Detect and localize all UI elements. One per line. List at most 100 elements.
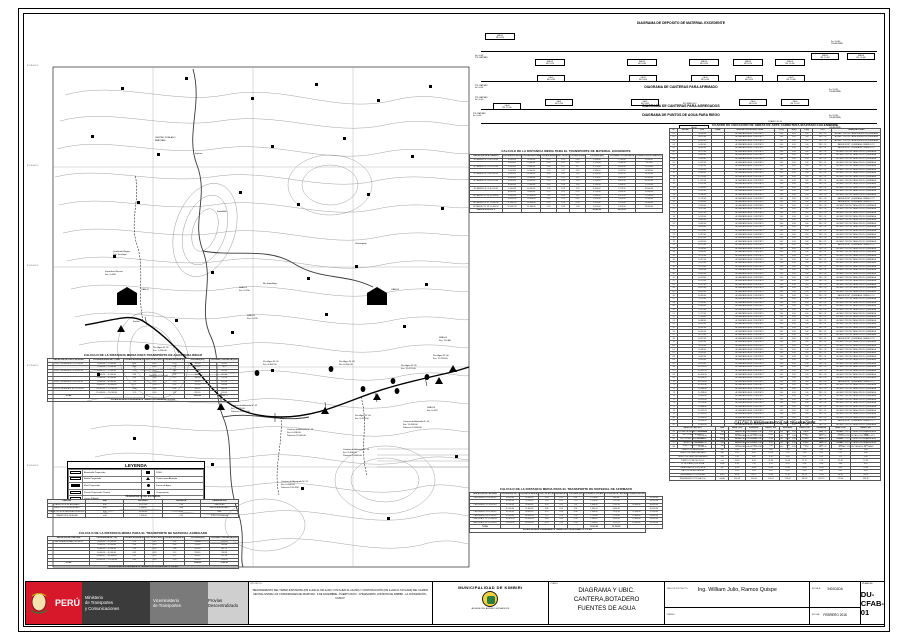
table-note: DISTANCIA MEDIA PONDERADA DE TRANSPORTE … bbox=[47, 564, 239, 570]
legend-table: Alcantarilla Proyectada D.M.E. Baden Pro… bbox=[68, 469, 204, 503]
diagram-dme-axis bbox=[481, 51, 877, 52]
viceministerio-label: Viceministerio de Transportes bbox=[150, 582, 208, 624]
table-rendimientos-grid: BASE DE CALCULO UND Hasta 1 Km Excedente Has… bbox=[668, 426, 881, 481]
diagram-afirmado-node-5[interactable]: CA-06 KM. 12+760 bbox=[493, 103, 521, 111]
table-cell: m3k bbox=[85, 513, 125, 518]
table-footer-row: Suma de Volx Dist. = 58,340.00 58,765.10 bbox=[469, 207, 664, 213]
diagram-dme-node-7[interactable]: DME-08 KM. 12+480 bbox=[847, 53, 875, 61]
map-annotation-6: Pto. Agua N° 03 Km. 8+562.00 bbox=[339, 361, 355, 366]
table-row: 15 2+110.00 ALCANTARILLA DE CONCRETO 3.00 0.… bbox=[668, 181, 881, 187]
diagram-agua-axis bbox=[481, 109, 877, 110]
diagram-afirmado-node-2[interactable]: CA-03 KM. 6+186 bbox=[691, 75, 719, 83]
table-afirmado-distance-grid: UBICACION DE CANTERA PROGRESIVA INI - FIN… bbox=[469, 492, 664, 533]
table-row: RENDIMIENTO POR DIA (8 h) m3/dia 304.48 510… bbox=[668, 476, 881, 481]
table-cell: 510.00 bbox=[744, 476, 763, 481]
diagram-dme-node-1[interactable]: DME-02 KM. 2+120 bbox=[535, 59, 565, 67]
table-row: 63 9+662.00 ALCANTARILLA DE CONCRETO 3.00 0.… bbox=[668, 354, 881, 359]
diagram-dme-node-6[interactable]: DME-07 KM. 11+450 bbox=[811, 53, 839, 61]
table-row: 12+000.00 — 13+580.00 1.15 0.06 1.21 290.00 3… bbox=[46, 390, 239, 395]
table-footer-cell: Suma de Volx Dist. = bbox=[469, 207, 503, 213]
proyecto-cell: PROYECTO: "MEJORAMIENTO DEL TRAMO EXISTE… bbox=[249, 582, 433, 624]
diagram-dme-node-0[interactable]: DME-01 KM. 0+250 bbox=[485, 33, 515, 41]
table-note-row: DISTANCIA MEDIA PONDERADA DE TRANSPORTE … bbox=[47, 397, 239, 403]
diagram-afirmado-axis bbox=[481, 81, 877, 82]
table-row: 71 10+922.00 ALCANTARILLA DE CONCRETO 3.00 0… bbox=[668, 383, 881, 388]
peru-logo: PERÚ bbox=[26, 582, 82, 624]
diagram-afirmado-start: PTE. IRAPITARI Km. 0+000 bbox=[475, 85, 488, 90]
table-agregado-distance: CALCULO DE LA DISTANCIA MEDIA PARA EL TR… bbox=[46, 531, 239, 570]
table-footer-cell: 58,765.10 bbox=[607, 207, 636, 213]
table-transporte-material: TRANSPORTE DE MATERIAL PARTIDA UND METRADO… bbox=[46, 495, 240, 518]
legend: LEYENDA Alcantarilla Proyectada D.M.E. B… bbox=[67, 461, 205, 504]
table-row: 44 6+670.00 ALCANTARILLA DE CONCRETO 3.00 0.… bbox=[668, 286, 881, 291]
diagram-afirmado-node-3[interactable]: CA-04 KM. 9+350 bbox=[735, 75, 763, 83]
table-row: TIEMPO DE CARGUIO min 4.50 4.50 4.50 4.50 3.50… bbox=[668, 440, 881, 445]
diagram-dme-node-5[interactable]: DME-06 KM. 10+180 bbox=[775, 59, 805, 67]
plano-num-caption: PLANO N°: bbox=[862, 583, 874, 585]
diagram-agua-mid: RIO SIMBILLUYO bbox=[683, 103, 697, 105]
table-header-row: N° INICIAL K.M. FINAL DESCRIPCION ESTRUCTURA… bbox=[668, 128, 881, 133]
table-cell: RENDIMIENTO POR DIA (8 h) bbox=[668, 476, 717, 481]
plano-cell: PLANO: DIAGRAMA Y UBIC. CANTERA,BOTADERO… bbox=[549, 582, 666, 624]
legend-label: D.M.E. bbox=[154, 469, 204, 477]
diagram-dme-node-2[interactable]: DME-03 KM. 4+080 bbox=[627, 59, 657, 67]
diagram-agua-node-3[interactable]: PA-04 KM. 11+231 bbox=[781, 99, 809, 107]
peru-label: PERÚ bbox=[54, 598, 80, 608]
legend-row: Baden Proyectado Cantera para Afirmado bbox=[68, 475, 204, 483]
diseno-row: DISEÑO: bbox=[665, 613, 809, 634]
diagram-agregados-axis bbox=[481, 123, 877, 124]
table-footer-cell bbox=[501, 207, 523, 213]
proyecto-text: "MEJORAMIENTO DEL TRAMO EXISTENTE (KM 0+… bbox=[252, 589, 429, 600]
table-rendimientos: CÁLCULO RENDIMIENTOS DE TRANSPORTE BASE … bbox=[668, 421, 881, 481]
table-dme-distance: CALCULO DE LA DISTANCIA MEDIA PARA EL TR… bbox=[469, 149, 664, 213]
table-row: BOTADERO N° 07 11+450.00 11+000.00 12+000.… bbox=[469, 200, 664, 206]
diagram-dme-node-3[interactable]: DME-04 KM. 6+320 bbox=[689, 59, 719, 67]
table-cell: m3/dia bbox=[715, 476, 730, 481]
legend-title: LEYENDA bbox=[68, 462, 204, 469]
map-annotation-0: CENTRO POBLADO IRAPITARI bbox=[155, 137, 176, 142]
place-label-rio: Rio Simbilluyo bbox=[263, 283, 277, 285]
table-header-row: UBICACION DE CANTERA PROGRESIVA INI - FIN… bbox=[469, 492, 663, 497]
table-agua-distance-title: CALCULO DE LA DISTANCIA MEDIA PARA TRANS… bbox=[83, 353, 203, 357]
table-cell: 0.92 bbox=[161, 513, 201, 518]
table-footer-cell bbox=[644, 524, 664, 529]
diagram-agua-title: DIAGRAMA DE PUNTOS DE AGUA PARA RIEGO bbox=[642, 113, 720, 117]
table-obras-subtitle: CUADRO N° 01 bbox=[767, 121, 783, 123]
table-cell: 211.04 bbox=[829, 476, 852, 481]
diagram-agua-node-1[interactable]: PA-02 KM. 4+862 bbox=[631, 99, 659, 107]
table-footer-cell bbox=[540, 207, 557, 213]
diagram-afirmado-node-0[interactable]: CA-01 KM. 0+580 bbox=[537, 75, 565, 83]
diagram-dme-node-4[interactable]: DME-05 KM. 8+700 bbox=[733, 59, 763, 67]
map-annotation-11: Cantera de Afirmado N° 03 Km. 6+186.00 P… bbox=[287, 429, 314, 437]
table-row: CANTERA N° 04 9+350.00 8+000.00 10+400.00 1… bbox=[469, 513, 664, 519]
diagram-agregados-start: PTE. IRAPITARI Km. 0+000 bbox=[473, 113, 486, 118]
table-afirmado-distance: CALCULO DE LA DISTANCIA MEDIA PARA EL TR… bbox=[469, 487, 664, 533]
municipalidad-cell: MUNICIPALIDAD DE KIMBIRI ALCALDE ING. AL… bbox=[433, 582, 549, 624]
alcalde-name: ALCALDE ING. ALFREDO VUCHA SOLIS bbox=[471, 608, 510, 610]
table-row: CANTERA N° 01 0+580.00 0+000.00 0+580.00 0.… bbox=[469, 495, 664, 501]
map-annotation-20: DME-04 Km. 12+480 bbox=[439, 337, 451, 342]
plano-title: DIAGRAMA Y UBIC. CANTERA,BOTADERO FUENTE… bbox=[573, 587, 640, 612]
table-row: 40 6+042.00 ALCANTARILLA DE CONCRETO 3.00 0.… bbox=[668, 271, 881, 277]
diagram-afirmado-node-4[interactable]: CA-05 KM. 11+280 bbox=[777, 75, 805, 83]
map-annotation-13: Cantera de Afirmado N° 05 Km. 11+280.00 … bbox=[403, 421, 430, 429]
table-row: 47 7+142.00 ALCANTARILLA DE CONCRETO 3.00 0.… bbox=[668, 296, 881, 302]
table-row: TRANSPORTE DE AGUA m3k 2,493.00 0.92 PUNTOS … bbox=[46, 513, 240, 518]
provias-label: Provías Descentralizado bbox=[208, 582, 248, 624]
table-agregado-distance-grid: UBICACION DE CANTERA PROGRESIVA INI - FIN… bbox=[46, 536, 239, 570]
table-transporte-grid: PARTIDA UND METRADO DISTANCIA OBSERVACION TR… bbox=[46, 499, 240, 518]
map-annotation-15: DME-01 Km. 0+250 bbox=[239, 287, 250, 292]
legend-row: Alcantarilla Proyectada D.M.E. bbox=[68, 469, 204, 477]
table-afirmado-distance-title: CALCULO DE LA DISTANCIA MEDIA PARA EL TR… bbox=[499, 487, 633, 491]
diagram-agua-node-0[interactable]: PA-01 KM. 1+360 bbox=[545, 99, 573, 107]
diagram-afirmado-node-1[interactable]: CA-02 KM. 3+820 bbox=[629, 75, 657, 83]
table-footer-cell bbox=[634, 207, 664, 213]
diagram-agua-node-2[interactable]: PA-03 KM. 8+562 bbox=[739, 99, 767, 107]
legend-label: Cantera para Afirmado bbox=[154, 475, 204, 483]
jefe-cell: JEFE DE PROYECTO: Ing. William Julio, Ra… bbox=[665, 582, 811, 624]
table-header-row: UBICACION DE PUNTO DE AGUA PROGRESIVA INI… bbox=[46, 358, 239, 363]
table-note-row: DISTANCIA MEDIA PONDERADA DE TRANSPORTE … bbox=[47, 564, 239, 570]
table-dme-distance-title: CALCULO DE LA DISTANCIA MEDIA PARA EL TR… bbox=[501, 149, 631, 153]
alcantarilla-symbol-icon bbox=[68, 469, 83, 477]
dme-symbol-icon bbox=[141, 469, 156, 477]
